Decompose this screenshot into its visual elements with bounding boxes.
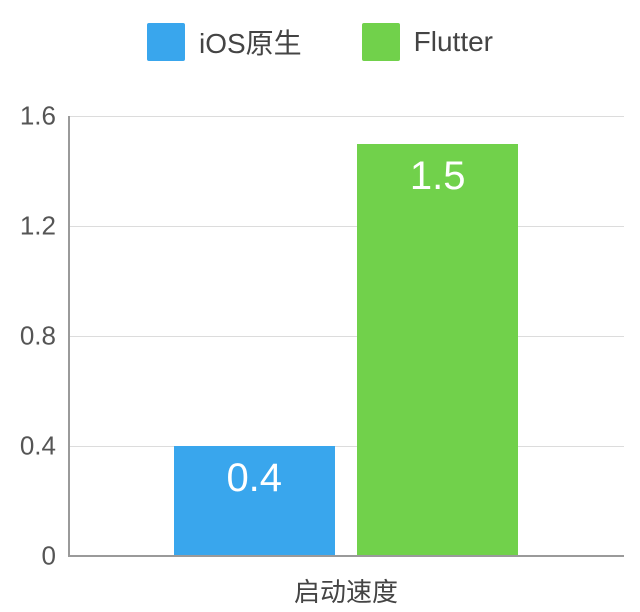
bar-value-label: 1.5 xyxy=(357,154,518,199)
legend-swatch-1 xyxy=(362,23,400,61)
y-tick-label: 0 xyxy=(42,541,68,572)
gridline xyxy=(68,226,624,227)
legend-item-0: iOS原生 xyxy=(147,22,302,62)
bar-value-label: 0.4 xyxy=(174,456,335,501)
legend-swatch-0 xyxy=(147,23,185,61)
y-tick-label: 1.2 xyxy=(20,211,68,242)
startup-speed-chart: iOS原生 Flutter 0 0.4 0.8 1.2 1.6 0.4 1.5 启动速度 xyxy=(0,0,640,612)
bar-1: 1.5 xyxy=(357,144,518,557)
bar-0: 0.4 xyxy=(174,446,335,556)
plot-area: 00.40.81.21.60.41.5 xyxy=(68,116,624,556)
gridline xyxy=(68,116,624,117)
legend: iOS原生 Flutter xyxy=(0,22,640,62)
gridline xyxy=(68,446,624,447)
y-tick-label: 0.8 xyxy=(20,321,68,352)
x-axis-label: 启动速度 xyxy=(68,572,624,609)
y-axis-line xyxy=(68,116,70,556)
y-tick-label: 0.4 xyxy=(20,431,68,462)
x-axis-line xyxy=(68,555,624,557)
legend-label-1: Flutter xyxy=(414,26,493,58)
gridline xyxy=(68,336,624,337)
legend-item-1: Flutter xyxy=(362,23,493,61)
y-tick-label: 1.6 xyxy=(20,101,68,132)
legend-label-0: iOS原生 xyxy=(199,22,302,62)
